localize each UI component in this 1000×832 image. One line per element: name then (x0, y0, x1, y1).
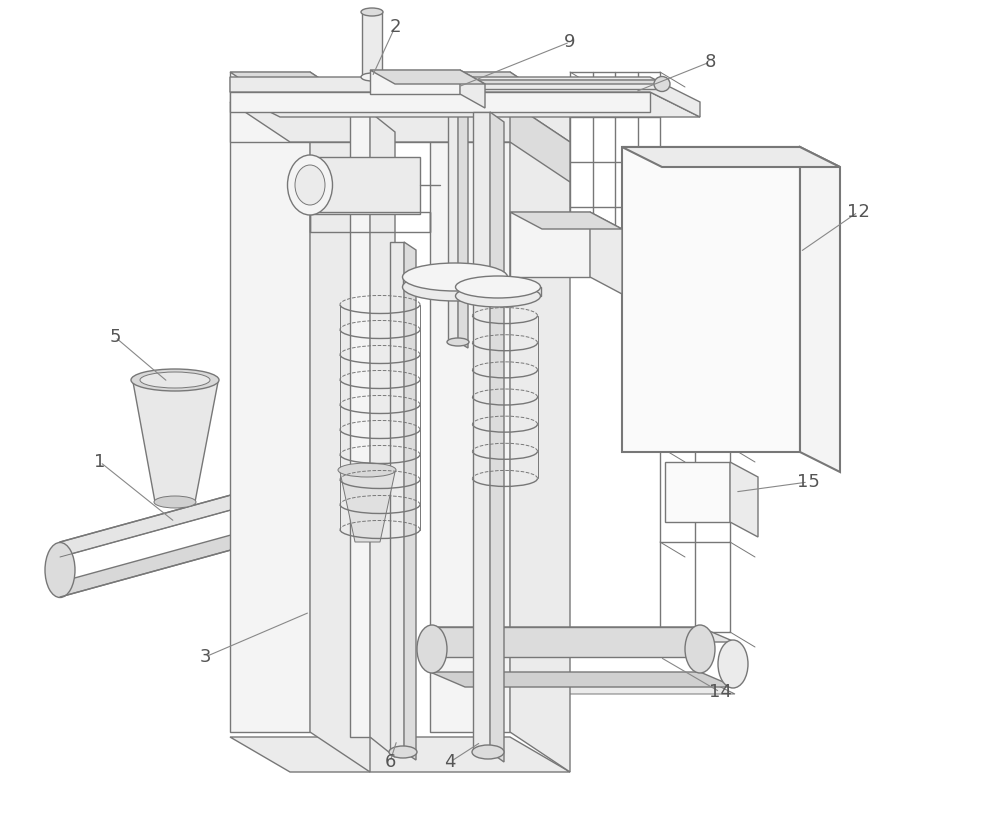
Ellipse shape (718, 640, 748, 688)
Polygon shape (490, 112, 504, 762)
Polygon shape (230, 72, 310, 732)
Ellipse shape (288, 155, 332, 215)
Polygon shape (460, 80, 660, 89)
Ellipse shape (389, 746, 417, 758)
Polygon shape (230, 92, 650, 112)
Polygon shape (510, 212, 622, 229)
Ellipse shape (154, 496, 196, 508)
Polygon shape (133, 382, 218, 502)
Polygon shape (230, 737, 570, 772)
Polygon shape (456, 287, 541, 296)
Text: 3: 3 (199, 648, 211, 666)
Polygon shape (460, 70, 485, 108)
Polygon shape (473, 112, 490, 752)
Ellipse shape (417, 625, 447, 673)
Ellipse shape (402, 263, 508, 291)
Ellipse shape (456, 285, 540, 307)
Text: 1: 1 (94, 453, 106, 471)
Text: 14: 14 (709, 683, 731, 701)
Polygon shape (510, 102, 570, 182)
Polygon shape (510, 212, 590, 277)
Text: 12: 12 (847, 203, 869, 221)
Polygon shape (430, 627, 735, 642)
Polygon shape (60, 487, 260, 557)
Text: 2: 2 (389, 18, 401, 36)
Polygon shape (340, 472, 395, 542)
Polygon shape (510, 72, 570, 772)
Polygon shape (390, 242, 404, 752)
Polygon shape (665, 462, 730, 522)
Ellipse shape (338, 463, 396, 477)
Ellipse shape (685, 625, 715, 673)
Polygon shape (230, 92, 700, 117)
Ellipse shape (361, 73, 383, 81)
Text: 4: 4 (444, 753, 456, 771)
Polygon shape (458, 94, 468, 348)
Polygon shape (622, 147, 800, 452)
Ellipse shape (244, 491, 272, 543)
Text: 8: 8 (704, 53, 716, 71)
Ellipse shape (131, 369, 219, 391)
Polygon shape (370, 70, 485, 84)
Polygon shape (230, 102, 570, 142)
Ellipse shape (456, 276, 540, 298)
Polygon shape (370, 70, 460, 94)
Polygon shape (448, 94, 458, 342)
Polygon shape (622, 147, 840, 167)
Polygon shape (230, 72, 370, 112)
Polygon shape (730, 462, 758, 537)
Polygon shape (460, 80, 668, 84)
Polygon shape (350, 112, 370, 737)
Polygon shape (430, 627, 700, 657)
Polygon shape (430, 72, 510, 732)
Polygon shape (230, 77, 700, 117)
Text: 9: 9 (564, 33, 576, 51)
Ellipse shape (45, 542, 75, 597)
Polygon shape (430, 677, 735, 694)
Ellipse shape (295, 165, 325, 205)
Ellipse shape (472, 745, 504, 759)
Text: 15: 15 (797, 473, 819, 491)
Polygon shape (403, 277, 508, 287)
Ellipse shape (447, 338, 469, 346)
Ellipse shape (654, 77, 670, 92)
Ellipse shape (402, 273, 508, 301)
Polygon shape (590, 212, 622, 294)
Ellipse shape (140, 372, 210, 388)
Polygon shape (404, 242, 416, 760)
Polygon shape (430, 72, 570, 112)
Polygon shape (310, 72, 370, 772)
Polygon shape (310, 157, 420, 214)
Polygon shape (362, 12, 382, 77)
Text: 6: 6 (384, 753, 396, 771)
Polygon shape (230, 102, 510, 142)
Polygon shape (60, 527, 260, 597)
Polygon shape (800, 147, 840, 472)
Ellipse shape (361, 8, 383, 16)
Text: 5: 5 (109, 328, 121, 346)
Polygon shape (370, 112, 395, 757)
Polygon shape (430, 672, 735, 687)
